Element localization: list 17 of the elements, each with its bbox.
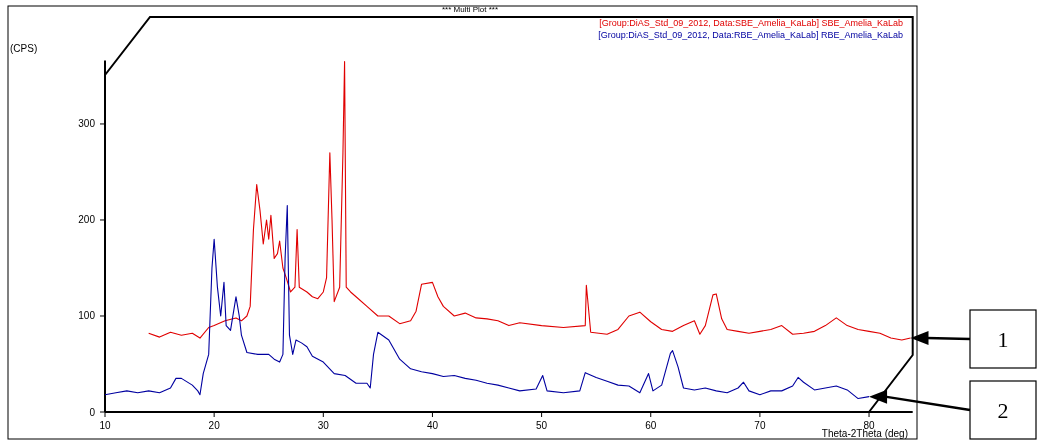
x-tick-label: 40 [426,420,439,431]
x-tick-label: 60 [645,420,657,431]
y-tick-label: 300 [78,118,96,130]
text: [Group:DiAS_Std_09_2012, Data:SBE_Amelia_KaLab] SBE_Amelia_KaLab [599,18,903,28]
x-tick-label: 70 [754,420,766,431]
y-tick-label: 0 [89,406,96,418]
x-tick-label: 50 [536,420,548,431]
y-tick-label: 200 [78,214,96,226]
y-tick-label: 100 [78,310,96,322]
x-tick-label: 20 [208,420,221,431]
text: 2 [997,398,1009,423]
y-axis-title: (CPS) [10,43,38,54]
text: 1 [997,327,1009,352]
text: [Group:DiAS_Std_09_2012, Data:RBE_Amelia_KaLab] RBE_Amelia_KaLab [598,30,903,40]
x-tick-label: 30 [317,420,330,431]
chart-title: *** Multi Plot *** [441,5,499,14]
x-tick-label: 10 [99,420,111,431]
